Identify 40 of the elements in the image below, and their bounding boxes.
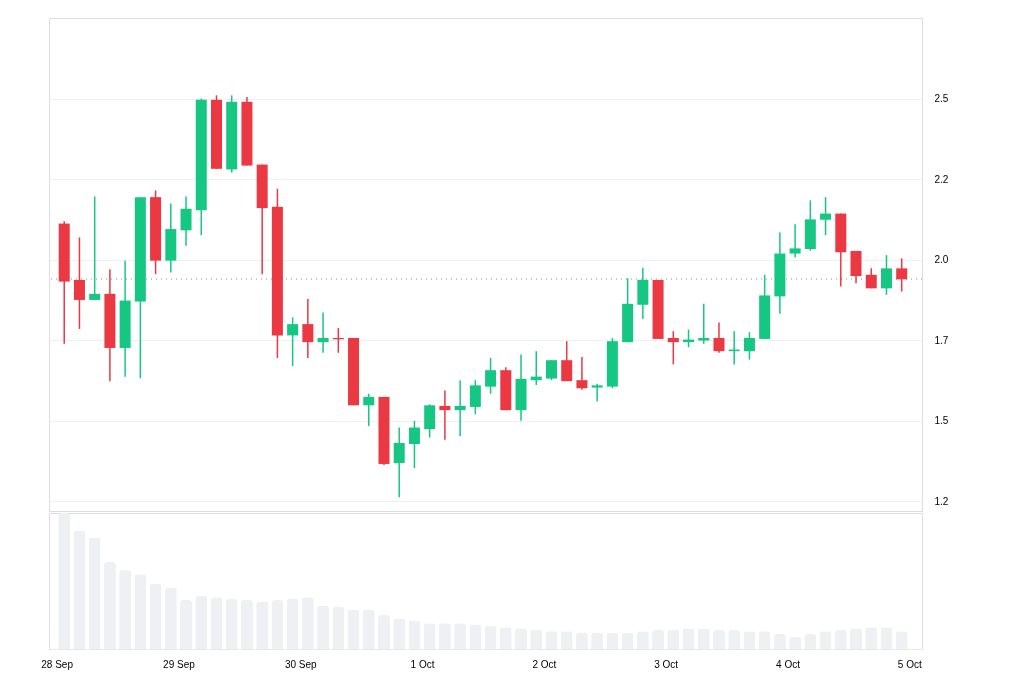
candlestick [408,420,420,469]
candlestick [454,379,466,437]
candlestick [393,426,405,498]
y-tick-label: 1.5 [934,415,949,427]
candlestick [439,389,451,441]
x-tick-label: 3 Oct [654,658,679,670]
candlestick [545,359,557,381]
candlestick [469,379,481,416]
x-tick-label: 4 Oct [776,658,801,670]
candlestick [287,316,299,367]
y-tick-label: 1.7 [934,334,949,346]
candlestick [302,298,314,359]
x-tick-label: 30 Sep [284,658,318,670]
candlestick [73,236,85,330]
candlestick [180,195,192,247]
y-tick-label: 2.5 [934,93,949,105]
y-tick-label: 2.0 [934,254,949,266]
x-tick-label: 1 Oct [410,658,435,670]
y-tick-label: 2.2 [934,173,949,185]
candlestick [485,357,497,395]
x-tick-label: 2 Oct [532,658,557,670]
candlestick [789,223,801,259]
x-tick-label: 5 Oct [897,658,922,670]
candlestick [667,330,679,366]
candlestick [363,392,375,427]
y-tick-label: 1.2 [934,495,949,507]
x-tick-label: 28 Sep [41,658,74,670]
candlestick [880,254,892,296]
candlestick [561,340,573,382]
candlestick [89,195,101,301]
candlestick [576,356,588,391]
candlestick [424,403,436,439]
candlestick [713,321,725,354]
candlestick [820,196,832,236]
candlestick [743,331,755,361]
candlestick [317,311,329,354]
candlestick [896,257,908,293]
candlestick [591,382,603,403]
candlestick [698,303,710,345]
x-tick-label: 29 Sep [163,658,196,670]
